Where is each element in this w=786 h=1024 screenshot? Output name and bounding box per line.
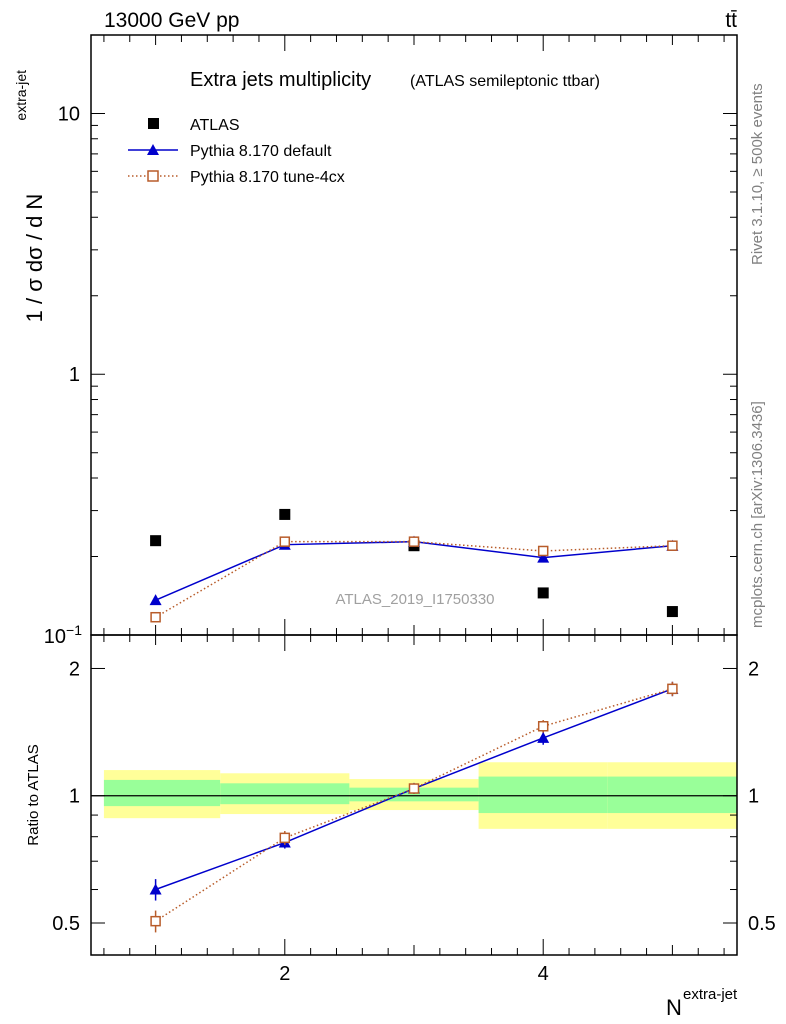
ratio-y-tick-label: 1 [69, 786, 80, 808]
main-point-atlas [150, 535, 162, 547]
main-point-tune [667, 540, 678, 551]
main-y-label-sup: extra-jet [13, 70, 29, 121]
energy-label: 13000 GeV pp [104, 9, 239, 32]
legend-tune-marker [147, 170, 159, 182]
ratio-y-tick-label: 0.5 [52, 913, 80, 935]
main-y-tick-base: 10 [44, 626, 66, 648]
main-y-tick-label: 10 [58, 103, 80, 125]
main-panel: Extra jets multiplicity (ATLAS semilepto… [13, 34, 738, 648]
ratio-point-default [149, 883, 162, 895]
ratio-point-default [537, 731, 550, 743]
ratio-band-inner [103, 779, 221, 807]
ratio-point-tune [667, 683, 678, 695]
main-y-label: 1 / σ dσ / d N [22, 194, 47, 323]
legend-atlas-label: ATLAS [190, 117, 240, 134]
legend-default-marker [147, 144, 159, 155]
ratio-point-tune [150, 915, 161, 927]
legend-default-label: Pythia 8.170 default [190, 143, 332, 160]
mcplots-label: mcplots.cern.ch [arXiv:1306.3436] [749, 401, 766, 628]
watermark: ATLAS_2019_I1750330 [335, 591, 494, 608]
ratio-x-tick-label: 2 [279, 963, 290, 985]
main-series [149, 508, 679, 623]
ratio-y-tick-label: 2 [69, 658, 80, 680]
ratio-x-label: N [666, 995, 682, 1020]
main-point-tune [537, 545, 549, 557]
ratio-series [149, 681, 679, 933]
process-label: tt̄ [725, 9, 737, 32]
ratio-y-tick-label-right: 0.5 [748, 913, 776, 935]
legend-atlas-marker [148, 118, 159, 129]
main-point-default [149, 594, 162, 606]
ratio-axis-ticks [91, 635, 737, 955]
main-point-atlas [666, 606, 678, 618]
main-y-tick-exp: −1 [66, 622, 82, 638]
ratio-x-label-sup: extra-jet [683, 986, 738, 1003]
ratio-frame [90, 634, 738, 956]
main-point-tune [150, 611, 161, 623]
ratio-band-inner [607, 776, 737, 814]
ratio-point-tune [537, 721, 549, 732]
main-title: Extra jets multiplicity [190, 69, 371, 91]
main-point-atlas [279, 508, 291, 520]
main-point-tune [408, 536, 420, 547]
main-y-tick-label: 1 [69, 364, 80, 386]
main-point-tune [279, 536, 291, 547]
legend-tune-label: Pythia 8.170 tune-4cx [190, 169, 345, 186]
main-y-tick-label: 10−1 [44, 622, 82, 648]
ratio-y-tick-label-right: 2 [748, 658, 759, 680]
ratio-point-tune [408, 783, 420, 794]
ratio-y-tick-labels: 0.5 0.5 1 1 2 2 [52, 658, 776, 935]
main-subtitle: (ATLAS semileptonic ttbar) [410, 73, 600, 90]
ratio-y-tick-label-right: 1 [748, 786, 759, 808]
ratio-y-label: Ratio to ATLAS [25, 744, 42, 845]
ratio-point-tune [279, 832, 291, 844]
ratio-band-inner [478, 776, 608, 814]
rivet-label: Rivet 3.1.10, ≥ 500k events [749, 83, 766, 265]
ratio-band-inner [349, 787, 479, 802]
main-point-atlas [537, 587, 549, 599]
ratio-x-tick-label: 4 [538, 963, 549, 985]
ratio-band-inner [220, 783, 350, 805]
legend: ATLAS Pythia 8.170 default Pythia 8.170 … [128, 117, 345, 186]
main-point-default [537, 551, 550, 563]
